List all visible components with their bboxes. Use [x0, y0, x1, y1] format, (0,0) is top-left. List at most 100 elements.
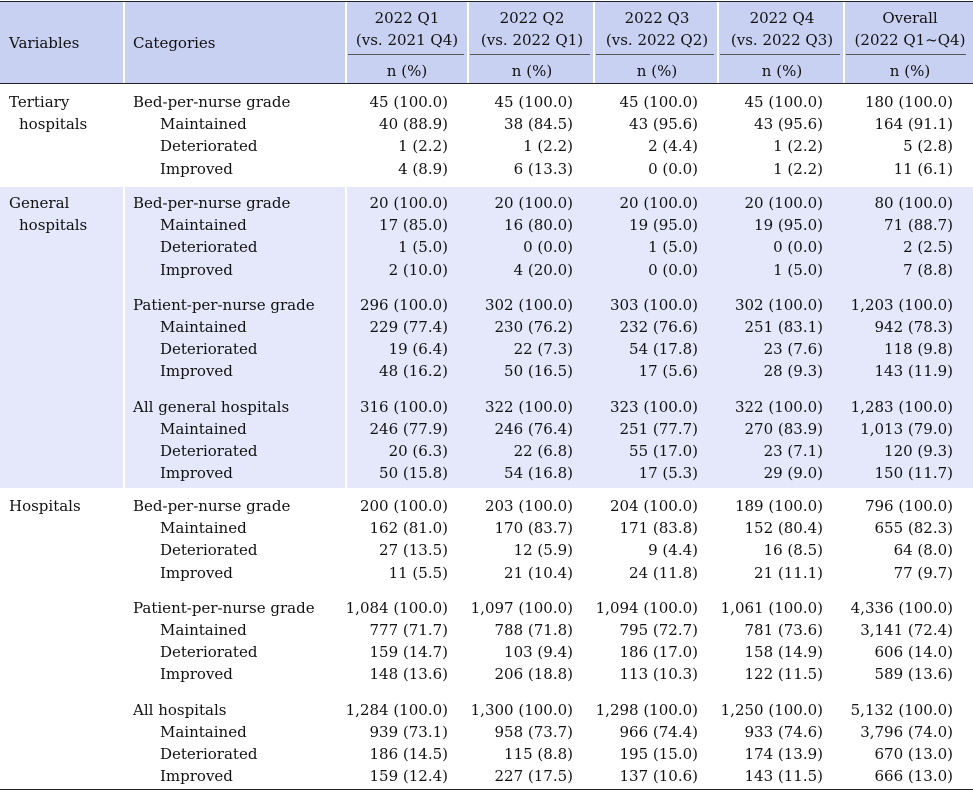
table-cell: 606 (14.0): [874, 643, 953, 662]
table-cell: 251 (77.7): [619, 419, 698, 438]
table-cell: 1 (2.2): [523, 137, 573, 156]
table-cell: 21 (11.1): [754, 563, 823, 582]
row-label: Maintained: [160, 519, 247, 538]
table-cell: 4 (20.0): [513, 260, 573, 279]
table-cell: 2 (4.4): [648, 137, 698, 156]
table-cell: 43 (95.6): [629, 115, 698, 134]
table-cell: 1,284 (100.0): [345, 700, 448, 719]
header-period-comparison: (vs. 2022 Q1): [480, 31, 584, 49]
group-variable: General hospitals: [9, 192, 87, 236]
row-label: Maintained: [160, 419, 247, 438]
table-cell: 788 (71.8): [494, 621, 573, 639]
table-cell: 302 (100.0): [734, 295, 823, 314]
column-divider: [123, 490, 125, 789]
table-cell: 322 (100.0): [484, 397, 573, 416]
table-cell: 12 (5.9): [513, 541, 573, 560]
table-group: Hospitals Bed-per-nurse grade 200 (100.0) 2…: [0, 490, 973, 789]
row-label: All general hospitals: [133, 397, 290, 416]
table-row-category: All hospitals 1,284 (100.0) 1,300 (100.0) 1…: [0, 699, 973, 721]
header-period: 2022 Q2 (vs. 2022 Q1): [462, 7, 602, 51]
table-cell: 16 (80.0): [504, 216, 573, 235]
table-cell: 227 (17.5): [494, 767, 573, 786]
table-cell: 2 (10.0): [388, 260, 448, 279]
header-unit: n (%): [889, 62, 931, 80]
table-cell: 1 (5.0): [398, 238, 448, 257]
header-period-title: 2022 Q2: [499, 9, 565, 27]
table-cell: 17 (5.3): [638, 464, 698, 483]
table-cell: 206 (18.8): [494, 665, 573, 684]
table-cell: 40 (88.9): [379, 115, 448, 134]
table-row-subcategory: Maintained 939 (73.1) 958 (73.7) 966 (74.4)…: [0, 721, 973, 743]
header-unit: n (%): [511, 62, 553, 80]
table-cell: 229 (77.4): [369, 318, 448, 336]
table-cell: 1 (5.0): [648, 238, 698, 257]
table-cell: 1,298 (100.0): [595, 700, 698, 719]
table-cell: 933 (74.6): [744, 722, 823, 741]
table-cell: 230 (76.2): [494, 318, 573, 336]
table-cell: 1,300 (100.0): [470, 700, 573, 719]
header-variables: Variables: [9, 34, 80, 52]
table-cell: 20 (100.0): [619, 194, 698, 212]
table-cell: 54 (16.8): [504, 464, 573, 483]
table-cell: 50 (16.5): [504, 362, 573, 381]
table-cell: 38 (84.5): [504, 115, 573, 134]
table-cell: 20 (100.0): [494, 194, 573, 212]
table-cell: 204 (100.0): [609, 497, 698, 515]
table-row-subcategory: Improved 11 (5.5) 21 (10.4) 24 (11.8) 21 (11…: [0, 562, 973, 584]
table-cell: 23 (7.6): [763, 340, 823, 359]
header-underline: [470, 54, 590, 55]
table-cell: 159 (12.4): [369, 767, 448, 786]
header-period-comparison: (vs. 2022 Q3): [730, 31, 834, 49]
table-cell: 1 (2.2): [773, 137, 823, 156]
table-row-subcategory: Maintained 229 (77.4) 230 (76.2) 232 (76.6)…: [0, 316, 973, 338]
table-cell: 796 (100.0): [864, 497, 953, 515]
table-row-subcategory: Deteriorated 1 (5.0) 0 (0.0) 1 (5.0) 0 (0.0)…: [0, 236, 973, 258]
table-row-subcategory: Improved 159 (12.4) 227 (17.5) 137 (10.6) 14…: [0, 765, 973, 787]
row-label: Bed-per-nurse grade: [133, 194, 291, 212]
table-cell: 1,084 (100.0): [345, 598, 448, 617]
table-cell: 77 (9.7): [893, 563, 953, 582]
table-row-subcategory: Deteriorated 27 (13.5) 12 (5.9) 9 (4.4) 16 (…: [0, 539, 973, 561]
header-period: 2022 Q4 (vs. 2022 Q3): [712, 7, 852, 51]
header-underline: [846, 54, 966, 55]
table-cell: 302 (100.0): [484, 295, 573, 314]
table-cell: 1,283 (100.0): [850, 397, 953, 416]
table-cell: 45 (100.0): [369, 93, 448, 111]
table-cell: 303 (100.0): [609, 295, 698, 314]
table-row-category: Bed-per-nurse grade 20 (100.0) 20 (100.0) 2…: [0, 192, 973, 214]
table-row-subcategory: Deteriorated 20 (6.3) 22 (6.8) 55 (17.0) 23 …: [0, 440, 973, 462]
header-unit: n (%): [761, 62, 803, 80]
table-cell: 29 (9.0): [763, 464, 823, 483]
table-group: General hospitals Bed-per-nurse grade 20 (1…: [0, 187, 973, 488]
table-cell: 1 (2.2): [773, 159, 823, 178]
header-divider: [467, 2, 469, 83]
table-row-category: Patient-per-nurse grade 296 (100.0) 302 (1…: [0, 294, 973, 316]
table-cell: 64 (8.0): [893, 541, 953, 560]
table-cell: 251 (83.1): [744, 318, 823, 336]
group-variable: Tertiary hospitals: [9, 91, 87, 135]
table-cell: 180 (100.0): [864, 93, 953, 111]
table-cell: 203 (100.0): [484, 497, 573, 515]
header-period-title: 2022 Q4: [749, 9, 815, 27]
group-variable-line: hospitals: [19, 216, 88, 234]
group-variable-line: Tertiary: [9, 93, 70, 111]
table-cell: 150 (11.7): [874, 464, 953, 483]
table-cell: 7 (8.8): [903, 260, 953, 279]
table-cell: 1,094 (100.0): [595, 598, 698, 617]
table-cell: 781 (73.6): [744, 621, 823, 639]
header-unit: n (%): [386, 62, 428, 80]
table-row-subcategory: Deteriorated 19 (6.4) 22 (7.3) 54 (17.8) 23 …: [0, 338, 973, 360]
header-divider: [717, 2, 719, 83]
header-categories: Categories: [133, 34, 216, 52]
table-cell: 5 (2.8): [903, 137, 953, 156]
table-cell: 17 (85.0): [379, 216, 448, 235]
table-cell: 11 (5.5): [388, 563, 448, 582]
table-cell: 323 (100.0): [609, 397, 698, 416]
table-row-category: Bed-per-nurse grade 45 (100.0) 45 (100.0) 4…: [0, 91, 973, 113]
table-cell: 3,141 (72.4): [860, 621, 953, 639]
table-cell: 1 (5.0): [773, 260, 823, 279]
header-period: 2022 Q1 (vs. 2021 Q4): [337, 7, 477, 51]
table-cell: 0 (0.0): [523, 238, 573, 257]
header-period-title: Overall: [882, 9, 938, 27]
group-variable-line: Hospitals: [9, 497, 81, 515]
